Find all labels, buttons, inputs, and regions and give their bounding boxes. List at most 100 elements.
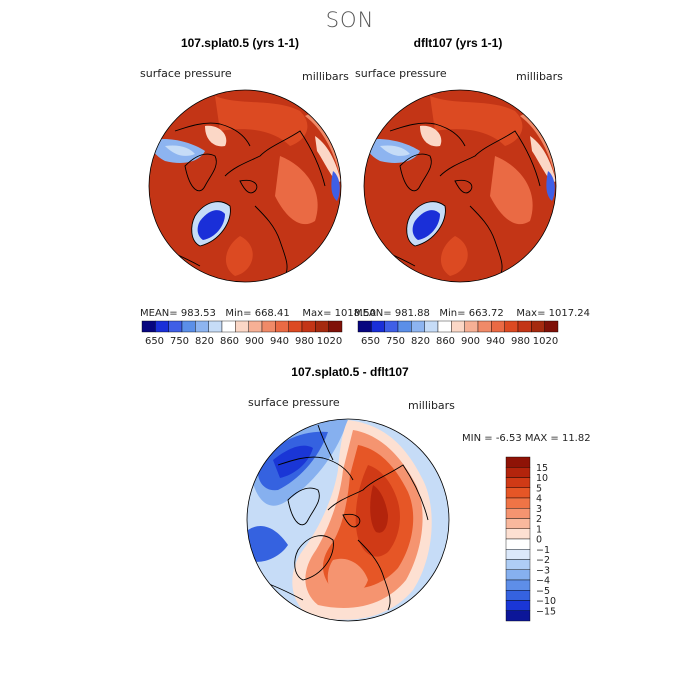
- colorbar-2-swatch: [357, 320, 372, 333]
- colorbar-1-swatch: [235, 320, 249, 333]
- colorbar-2-tick-label: 940: [486, 336, 505, 347]
- colorbar-2-tick-label: 860: [436, 336, 455, 347]
- colorbar-diff-swatch: [505, 538, 531, 550]
- colorbar-1-swatch: [181, 320, 196, 333]
- colorbar-2-swatch: [477, 320, 492, 333]
- colorbar-diff-tick-label: −10: [536, 596, 556, 607]
- panel-2-field-label: surface pressure: [355, 67, 447, 80]
- colorbar-diff-swatch: [505, 467, 531, 478]
- colorbar-diff-swatch: [505, 456, 531, 468]
- colorbar-1-tick-label: 750: [170, 336, 189, 347]
- colorbar-2-swatch: [424, 320, 439, 333]
- colorbar-diff-tick-label: 0: [536, 535, 542, 546]
- colorbar-diff-tick-label: −1: [536, 545, 550, 556]
- colorbar-2-swatch: [437, 320, 452, 333]
- colorbar-diff-swatch: [505, 569, 531, 581]
- colorbar-2-tick-label: 900: [461, 336, 480, 347]
- colorbar-diff-tick-label: 4: [536, 494, 542, 505]
- colorbar-diff-tick-label: −3: [536, 565, 550, 576]
- colorbar-diff-swatch: [505, 497, 531, 509]
- colorbar-2-swatch: [504, 320, 519, 333]
- colorbar-1-swatch: [261, 320, 276, 333]
- diff-title: 107.splat0.5 - dflt107: [291, 365, 409, 379]
- map-panel-1: [148, 89, 342, 283]
- colorbar-1-swatch: [221, 320, 236, 333]
- diff-max-value: 11.82: [561, 433, 591, 444]
- diff-units: millibars: [408, 399, 455, 412]
- colorbar-1-swatch: [301, 320, 316, 333]
- colorbar-diff-swatch: [505, 508, 531, 519]
- colorbar-1-tick-label: 940: [270, 336, 289, 347]
- colorbar-2-swatch: [517, 320, 532, 333]
- colorbar-1-tick-label: 860: [220, 336, 239, 347]
- colorbar-1-swatch: [288, 320, 303, 333]
- colorbar-2-swatch: [491, 320, 505, 333]
- colorbar-1-swatch: [315, 320, 329, 333]
- panel-1-stats: MEAN= 983.53 Min= 668.41 Max= 1018.50: [140, 308, 377, 319]
- colorbar-1-swatch: [328, 320, 343, 333]
- colorbar-2-swatch: [384, 320, 399, 333]
- colorbar-1-swatch: [208, 320, 223, 333]
- colorbar-2-tick-label: 1020: [533, 336, 558, 347]
- colorbar-2-swatch: [397, 320, 412, 333]
- colorbar-diff-swatch: [505, 477, 531, 488]
- colorbar-2-tick-label: 980: [511, 336, 530, 347]
- colorbar-2-swatch: [371, 320, 385, 333]
- colorbar-diff-swatch: [505, 559, 531, 570]
- panel-1-mean: 983.53: [180, 308, 216, 319]
- panel-2-max: 1017.24: [548, 308, 591, 319]
- colorbar-diff-swatch: [505, 600, 531, 611]
- colorbar-diff-tick-label: −2: [536, 555, 550, 566]
- colorbar-1-swatch: [168, 320, 183, 333]
- map-panel-2: [363, 89, 557, 283]
- panel-1-min: 668.41: [254, 308, 290, 319]
- colorbar-2-tick-label: 820: [411, 336, 430, 347]
- colorbar-2-swatch: [531, 320, 545, 333]
- colorbar-panel-2: 650 750 820 860 900 940 980 1020: [357, 320, 559, 347]
- panel-2-title: dflt107 (yrs 1-1): [413, 36, 503, 50]
- panel-2-stats: MEAN= 981.88 Min= 663.72 Max= 1017.24: [354, 308, 591, 319]
- colorbar-diff-tick-label: 5: [536, 483, 542, 494]
- colorbar-2-tick-label: 650: [361, 336, 380, 347]
- colorbar-diff-swatch: [505, 579, 531, 591]
- colorbar-1-tick-label: 980: [295, 336, 314, 347]
- colorbar-diff-tick-label: −5: [536, 586, 550, 597]
- panel-1-field-label: surface pressure: [140, 67, 232, 80]
- diff-field-label: surface pressure: [248, 396, 340, 409]
- colorbar-1-swatch: [141, 320, 156, 333]
- colorbar-diff-swatch: [505, 549, 531, 560]
- colorbar-diff-swatch: [505, 518, 531, 529]
- colorbar-1-tick-label: 900: [245, 336, 264, 347]
- colorbar-1-tick-label: 650: [145, 336, 164, 347]
- panel-1-units: millibars: [302, 70, 349, 83]
- colorbar-1-swatch: [248, 320, 263, 333]
- colorbar-diff-tick-label: 3: [536, 504, 542, 515]
- colorbar-diff-swatch: [505, 487, 531, 499]
- diff-min-value: -6.53: [495, 433, 522, 444]
- panel-2-min: 663.72: [468, 308, 504, 319]
- colorbar-diff-swatch: [505, 610, 531, 622]
- panel-1-max: 1018.50: [334, 308, 377, 319]
- colorbar-diff-tick-label: 10: [536, 473, 548, 484]
- map-panel-diff: [246, 418, 450, 622]
- colorbar-1-swatch: [155, 320, 169, 333]
- colorbar-2-swatch: [544, 320, 559, 333]
- diff-minmax: MIN = -6.53 MAX = 11.82: [462, 433, 591, 444]
- colorbar-diff-swatch: [505, 590, 531, 601]
- colorbar-diff-tick-label: 2: [536, 514, 542, 525]
- colorbar-2-swatch: [451, 320, 465, 333]
- colorbar-diff-tick-label: 1: [536, 524, 542, 535]
- panel-2-units: millibars: [516, 70, 563, 83]
- colorbar-diff-tick-label: 15: [536, 463, 548, 474]
- colorbar-diff-swatch: [505, 528, 531, 540]
- colorbar-2-tick-label: 750: [386, 336, 405, 347]
- colorbar-diff-tick-label: −4: [536, 576, 550, 587]
- panel-1-title: 107.splat0.5 (yrs 1-1): [180, 36, 300, 50]
- colorbar-panel-1: 650 750 820 860 900 940 980 1020: [141, 320, 343, 347]
- colorbar-1-tick-label: 820: [195, 336, 214, 347]
- colorbar-diff-tick-label: −15: [536, 606, 556, 617]
- colorbar-2-swatch: [464, 320, 479, 333]
- colorbar-1-swatch: [195, 320, 209, 333]
